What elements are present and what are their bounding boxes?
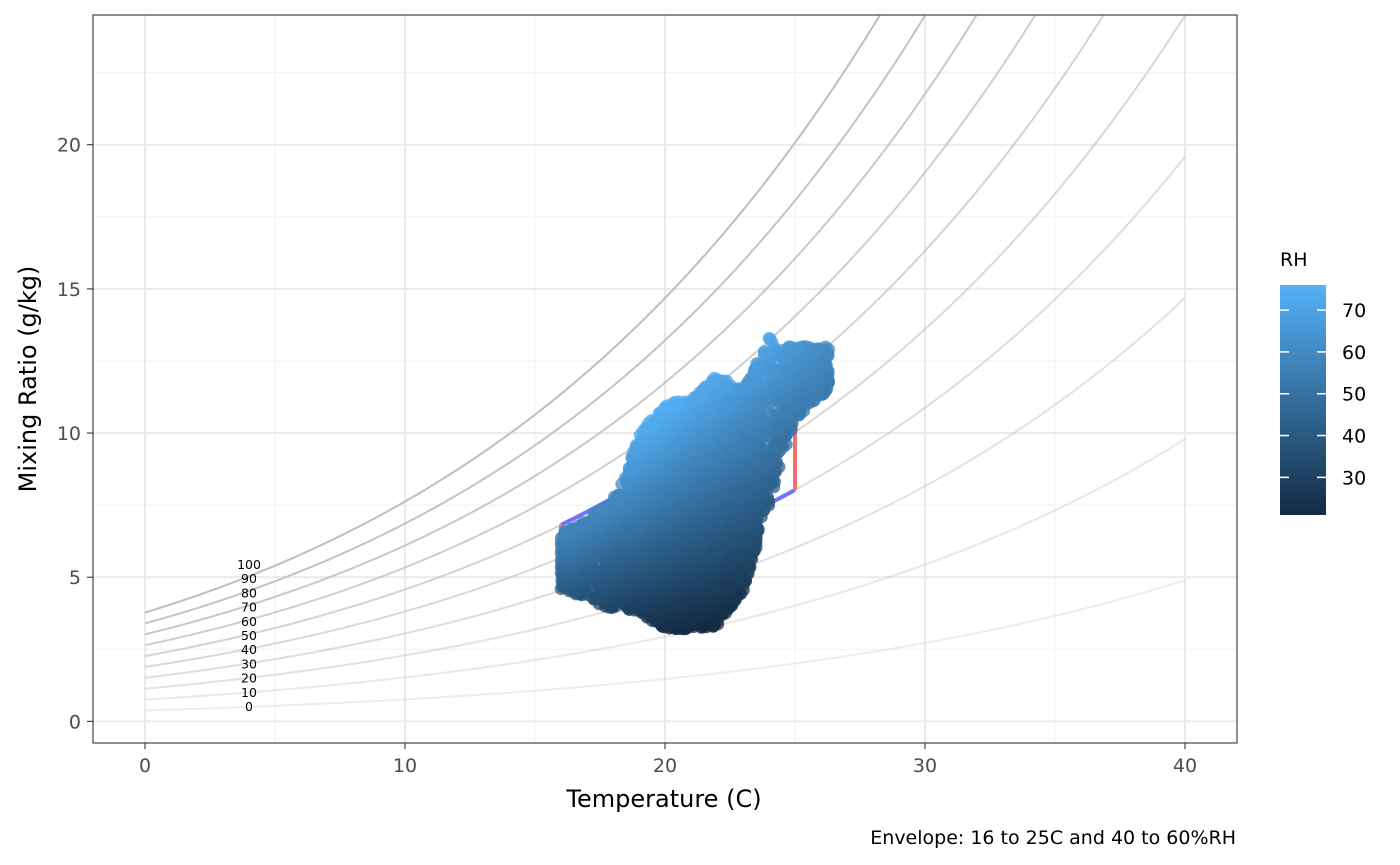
rh-label-30: 30 <box>241 656 257 671</box>
rh-label-20: 20 <box>241 671 257 686</box>
x-tick-label: 30 <box>913 755 937 777</box>
rh-label-0: 0 <box>245 699 253 714</box>
data-point <box>660 399 674 412</box>
rh-label-60: 60 <box>241 614 257 629</box>
rh-curve-80 <box>144 15 978 636</box>
x-axis-ticks: 0 10 20 30 40 <box>139 743 1197 777</box>
y-axis-ticks: 0 5 10 15 20 <box>57 135 93 733</box>
rh-curve-90 <box>144 15 927 625</box>
legend-tick-label: 40 <box>1342 426 1366 448</box>
legend-tick-label: 70 <box>1342 300 1366 322</box>
legend-title: RH <box>1280 249 1308 271</box>
x-tick-label: 10 <box>393 755 417 777</box>
x-axis-title: Temperature (C) <box>565 785 761 813</box>
rh-curve-20 <box>144 438 1186 701</box>
rh-label-90: 90 <box>241 571 257 586</box>
x-tick-label: 40 <box>1173 755 1197 777</box>
rh-label-50: 50 <box>241 628 257 643</box>
data-point <box>757 345 771 358</box>
rh-label-70: 70 <box>241 600 257 615</box>
legend-ticks: 30 40 50 60 70 <box>1280 300 1366 489</box>
legend-colorbar <box>1280 285 1326 515</box>
data-point <box>589 505 603 519</box>
data-point <box>576 516 590 529</box>
y-tick-label: 10 <box>57 423 81 445</box>
chart-caption: Envelope: 16 to 25C and 40 to 60%RH <box>870 827 1236 849</box>
legend-tick-label: 60 <box>1342 342 1366 364</box>
rh-label-40: 40 <box>241 642 257 657</box>
y-tick-label: 15 <box>57 279 81 301</box>
data-point <box>707 371 721 385</box>
y-tick-label: 5 <box>69 567 81 589</box>
rh-label-10: 10 <box>241 685 257 700</box>
data-point <box>762 332 776 345</box>
x-tick-label: 0 <box>139 755 151 777</box>
legend-tick-label: 50 <box>1342 384 1366 406</box>
color-legend: RH 30 40 50 60 70 <box>1280 249 1366 515</box>
rh-label-100: 100 <box>237 557 261 572</box>
x-tick-label: 20 <box>653 755 677 777</box>
legend-tick-label: 30 <box>1342 467 1366 489</box>
rh-label-80: 80 <box>241 585 257 600</box>
y-axis-title: Mixing Ratio (g/kg) <box>14 266 42 493</box>
rh-curve-10 <box>144 579 1186 712</box>
data-point <box>607 490 621 504</box>
y-tick-label: 0 <box>69 711 81 733</box>
data-point <box>559 525 572 538</box>
y-tick-label: 20 <box>57 135 81 157</box>
rh-curve-100 <box>144 15 882 614</box>
scatter-points <box>554 332 836 636</box>
